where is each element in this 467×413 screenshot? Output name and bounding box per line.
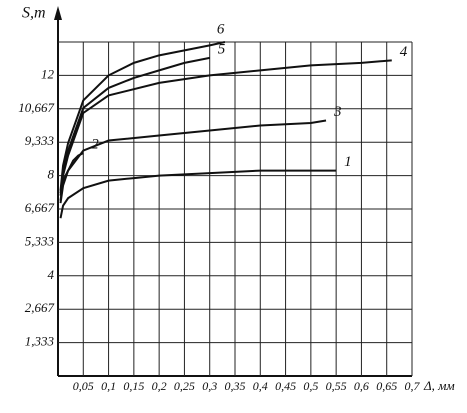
x-tick-label: 0,1 [101, 379, 116, 393]
x-tick-label: 0,2 [152, 379, 167, 393]
y-tick-label: 10,667 [18, 100, 54, 115]
series-label: 3 [333, 104, 342, 120]
y-tick-label: 6,667 [25, 200, 55, 215]
y-tick-label: 12 [41, 66, 55, 81]
x-tick-label: 0,45 [275, 379, 296, 393]
x-tick-label: 0,65 [376, 379, 397, 393]
x-tick-label: 0,05 [73, 379, 94, 393]
y-tick-label: 5,333 [25, 233, 55, 248]
x-axis-label: Δ, мм [423, 378, 455, 393]
series-label: 1 [344, 154, 352, 170]
x-tick-label: 0,15 [123, 379, 144, 393]
y-tick-label: 9,333 [25, 133, 55, 148]
y-axis-label: S,т [22, 5, 46, 22]
x-tick-label: 0,55 [326, 379, 347, 393]
x-tick-label: 0,25 [174, 379, 195, 393]
x-tick-label: 0,7 [405, 379, 421, 393]
line-series [59, 56, 210, 194]
x-tick-label: 0,6 [354, 379, 369, 393]
series-label: 4 [400, 44, 408, 60]
y-tick-label: 2,667 [25, 300, 55, 315]
series-label: 5 [218, 41, 226, 57]
series-label: 2 [91, 136, 99, 152]
line-series [59, 169, 337, 219]
line-series [59, 119, 327, 201]
y-tick-label: 1,333 [25, 334, 55, 349]
x-tick-label: 0,35 [225, 379, 246, 393]
x-tick-label: 0,4 [253, 379, 268, 393]
x-tick-label: 0,3 [202, 379, 217, 393]
x-tick-label: 0,5 [303, 379, 318, 393]
line-series [59, 41, 226, 191]
y-tick-label: 8 [48, 167, 55, 182]
line-series [59, 59, 392, 196]
y-tick-label: 4 [48, 267, 55, 282]
series-label: 6 [217, 21, 225, 37]
